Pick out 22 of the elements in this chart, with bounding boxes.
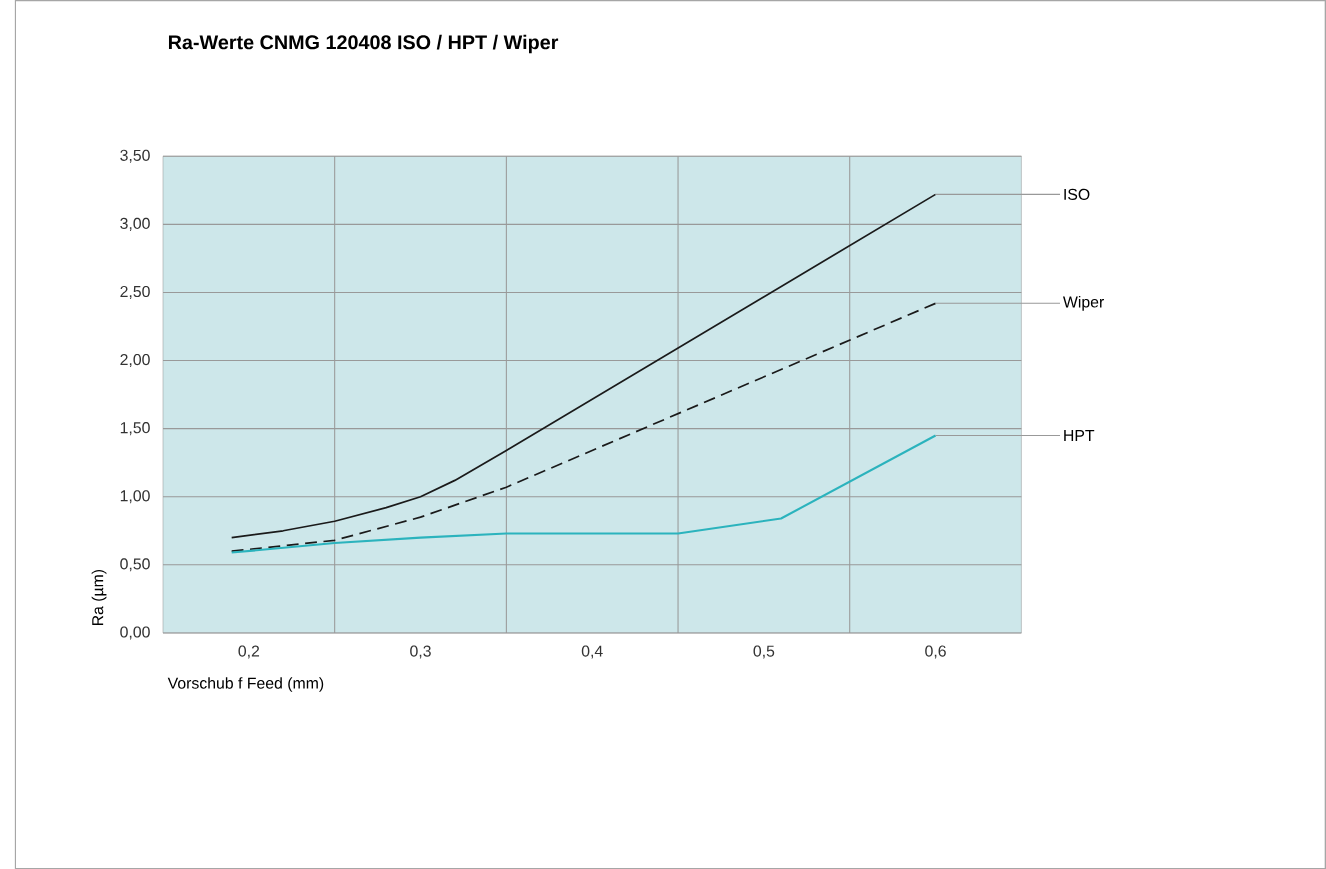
y-tick-label: 2,50 xyxy=(120,285,150,299)
y-tick-label: 1,50 xyxy=(120,421,150,436)
line-series xyxy=(230,302,937,552)
y-tick-label: 0,00 xyxy=(120,626,150,640)
y-tick-label: 1,00 xyxy=(120,490,150,504)
y-tick-label: 3,50 xyxy=(120,149,150,163)
text: Wiper xyxy=(1062,295,1104,311)
x-tick-label: 0,6 xyxy=(925,645,946,659)
y-tick-label: 2,00 xyxy=(120,353,150,367)
x-axis-title: Vorschub f Feed (mm) xyxy=(167,677,324,692)
text: HPT xyxy=(1064,429,1095,441)
x-tick-label: 0,2 xyxy=(238,645,260,659)
y-tick-label: 3,00 xyxy=(120,217,150,231)
x-tick-label: 0,4 xyxy=(581,645,603,659)
chart-title: Ra-Werte CNMG 120408 ISO / HPT / Wiper xyxy=(168,34,559,54)
text: ISO xyxy=(1064,188,1090,200)
x-tick-label: 0,3 xyxy=(410,645,431,659)
x-tick-label: 0,5 xyxy=(753,645,775,659)
y-axis-title: Ra (µm) xyxy=(91,569,107,625)
line-series xyxy=(230,434,937,554)
y-tick-label: 0,50 xyxy=(120,558,150,572)
line-series xyxy=(230,193,937,539)
